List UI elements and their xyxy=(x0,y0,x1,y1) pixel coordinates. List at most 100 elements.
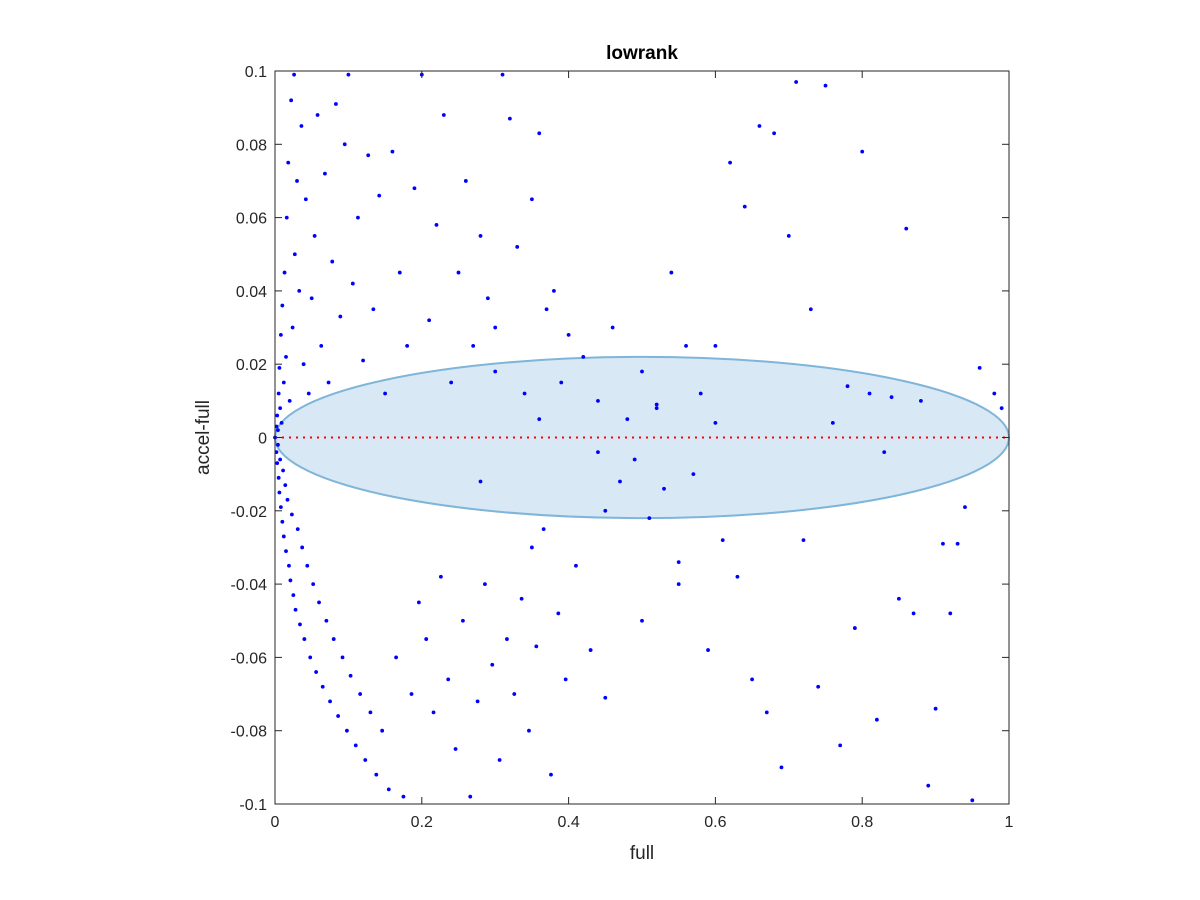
data-point xyxy=(328,699,332,704)
data-point xyxy=(434,223,439,227)
data-point xyxy=(640,618,644,623)
data-point xyxy=(497,758,502,762)
chart-title: lowrank xyxy=(606,43,678,64)
data-point xyxy=(374,772,379,777)
data-point xyxy=(324,618,329,623)
data-point xyxy=(293,607,298,612)
data-point xyxy=(291,593,296,597)
data-point xyxy=(603,508,608,513)
data-point xyxy=(742,204,747,209)
data-point xyxy=(289,98,294,103)
data-point xyxy=(588,648,593,652)
data-point xyxy=(292,72,296,77)
data-point xyxy=(282,270,287,275)
data-point xyxy=(779,765,784,770)
x-tick-label: 1 xyxy=(1005,814,1014,831)
data-point xyxy=(330,259,335,264)
y-tick-label: 0.08 xyxy=(236,137,267,154)
data-point xyxy=(416,600,421,605)
data-point xyxy=(317,600,321,605)
data-point xyxy=(662,486,666,491)
data-point xyxy=(306,391,311,396)
data-point xyxy=(889,395,894,400)
data-point xyxy=(401,794,406,799)
data-point xyxy=(281,468,285,473)
data-point xyxy=(882,450,887,455)
data-point xyxy=(299,124,304,128)
data-point xyxy=(427,318,432,323)
y-tick-label: -0.04 xyxy=(231,577,268,594)
data-point xyxy=(336,714,341,718)
data-point xyxy=(654,402,659,407)
data-point xyxy=(955,541,960,546)
data-point xyxy=(698,391,703,396)
data-point xyxy=(948,611,953,616)
data-point xyxy=(288,578,293,583)
data-point xyxy=(345,728,349,733)
data-point xyxy=(309,296,314,301)
data-point xyxy=(383,391,387,396)
data-point xyxy=(302,637,307,641)
data-point xyxy=(334,102,338,106)
data-point xyxy=(468,794,473,799)
y-tick-label: 0.04 xyxy=(236,284,267,301)
y-tick-label: 0.06 xyxy=(236,211,267,228)
data-point xyxy=(346,72,351,77)
y-axis-label: accel-full xyxy=(193,400,214,475)
data-point xyxy=(394,655,399,660)
data-point xyxy=(867,391,872,396)
data-point xyxy=(278,457,283,462)
data-point xyxy=(515,245,520,249)
data-point xyxy=(963,505,967,510)
data-point xyxy=(757,124,762,128)
data-point xyxy=(412,186,417,191)
data-point xyxy=(286,160,291,165)
x-tick-label: 0.4 xyxy=(557,814,579,831)
data-point xyxy=(475,699,480,704)
y-tick-label: -0.08 xyxy=(231,724,268,741)
y-tick-label: -0.06 xyxy=(231,650,268,667)
data-point xyxy=(311,582,316,586)
data-point xyxy=(527,728,531,733)
plot-area xyxy=(275,71,1009,804)
data-point xyxy=(284,215,289,220)
x-tick-label: 0 xyxy=(271,814,280,831)
data-point xyxy=(490,662,495,667)
data-point xyxy=(999,406,1004,411)
data-point xyxy=(358,692,363,696)
data-point xyxy=(534,644,539,649)
data-point xyxy=(478,479,483,484)
data-point xyxy=(596,398,600,403)
data-point xyxy=(544,307,549,312)
data-point xyxy=(283,483,288,488)
data-point xyxy=(537,131,542,136)
data-point xyxy=(500,72,505,77)
data-point xyxy=(522,391,527,396)
data-point xyxy=(676,560,681,565)
data-point xyxy=(292,252,297,257)
data-point xyxy=(275,461,280,466)
data-point xyxy=(493,369,498,374)
scatter-points xyxy=(273,72,1004,803)
data-point xyxy=(350,281,355,286)
data-point xyxy=(691,472,696,477)
data-point xyxy=(823,83,828,88)
data-point xyxy=(530,545,534,550)
data-point xyxy=(706,648,710,652)
data-point xyxy=(274,424,279,429)
data-point xyxy=(276,428,280,433)
y-tick-label: 0.1 xyxy=(245,64,267,81)
data-point xyxy=(409,692,414,696)
data-point xyxy=(897,596,901,601)
data-point xyxy=(463,179,468,183)
data-point xyxy=(331,637,336,641)
data-point xyxy=(507,116,512,121)
data-point xyxy=(305,563,310,568)
x-tick-label: 0.2 xyxy=(411,814,433,831)
data-point xyxy=(977,365,982,370)
data-point xyxy=(281,380,286,385)
data-point xyxy=(552,289,556,293)
data-point xyxy=(640,369,644,374)
data-point xyxy=(308,655,313,660)
